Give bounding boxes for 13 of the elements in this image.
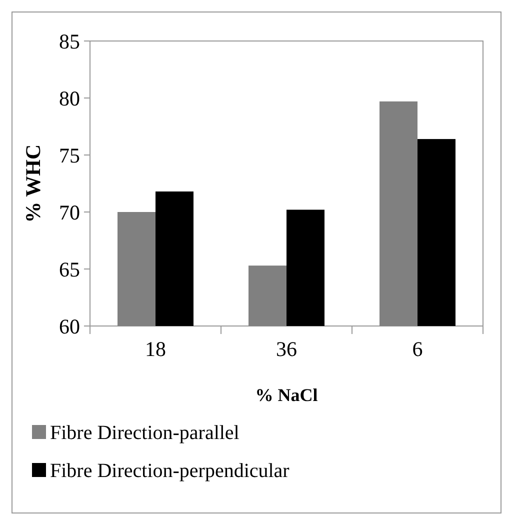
x-tick-label: 6 — [412, 337, 423, 361]
x-tick-label: 18 — [145, 337, 166, 361]
y-tick-label: 75 — [59, 143, 80, 168]
legend-label: Fibre Direction-parallel — [50, 422, 240, 444]
x-axis-title: % NaCl — [255, 385, 318, 405]
y-axis-title: % WHC — [21, 144, 45, 223]
y-tick-label: 65 — [59, 257, 80, 282]
y-tick-label: 80 — [59, 86, 80, 110]
legend-label: Fibre Direction-perpendicular — [50, 460, 290, 482]
y-tick-label: 70 — [59, 200, 80, 224]
y-tick-label: 60 — [59, 314, 80, 338]
x-tick-label: 36 — [276, 337, 297, 361]
y-tick-label: 85 — [59, 29, 80, 54]
